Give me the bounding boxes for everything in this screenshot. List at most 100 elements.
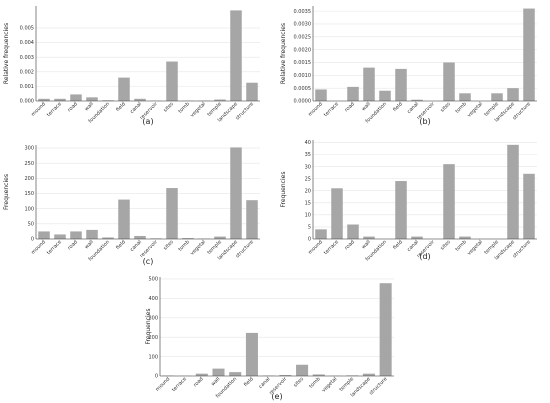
x-tick-label: canal	[129, 101, 143, 115]
y-tick-label: 300	[24, 146, 34, 152]
bar-wall	[86, 229, 98, 239]
y-tick-label: 300	[148, 315, 158, 321]
bar-mound	[38, 98, 50, 101]
bar-structure	[246, 200, 258, 239]
y-tick-label: 0.0010	[294, 73, 312, 79]
y-axis-label: Frequencies	[3, 174, 10, 210]
y-tick-label: 0.0005	[294, 86, 312, 92]
y-tick-label: 0.0000	[294, 99, 312, 105]
x-tick-label: terrace	[323, 101, 340, 118]
y-tick-label: 10	[305, 213, 311, 219]
x-tick-label: field	[392, 239, 404, 251]
bar-reservoir	[150, 238, 162, 239]
y-tick-label: 500	[148, 277, 158, 283]
x-tick-label: structure	[368, 376, 388, 396]
y-tick-label: 35	[305, 152, 311, 158]
chart-panel-b: 0.0000 0.0005 0.0010 0.0015 0.0020 0.0025 0.00…	[280, 6, 537, 126]
y-tick-label: 0.001	[20, 84, 34, 90]
x-tick-label: canal	[406, 239, 420, 253]
bar-temple	[491, 93, 503, 101]
bar-landscape	[230, 147, 242, 239]
x-tick-label: terrace	[323, 239, 340, 256]
bar-structure	[246, 82, 258, 101]
x-tick-label: canal	[406, 101, 420, 115]
x-tick-label: canal	[258, 376, 272, 390]
y-tick-label: 100	[24, 206, 34, 212]
bar-reservoir	[279, 375, 292, 376]
bar-road	[70, 94, 82, 101]
bar-sites	[443, 164, 455, 239]
bar-terrace	[54, 234, 66, 239]
x-tick-label: field	[243, 376, 255, 388]
y-tick-label: 0.0035	[294, 9, 312, 15]
y-axis-label: Relative frequencies	[280, 23, 287, 84]
x-tick-label: terrace	[171, 376, 188, 393]
bar-landscape	[362, 373, 375, 376]
panel-label: (d)	[419, 252, 430, 261]
y-tick-label: 0	[155, 374, 158, 380]
bar-foundation	[102, 237, 114, 239]
x-tick-label: tomb	[177, 101, 190, 114]
y-tick-label: 0.0020	[294, 47, 312, 53]
y-axis-label: Frequencies	[145, 309, 152, 345]
x-tick-label: vegetal	[189, 101, 206, 118]
bar-field	[118, 77, 130, 101]
bar-field	[245, 332, 258, 376]
x-tick-label: vegetal	[466, 101, 483, 118]
bar-landscape	[507, 144, 519, 239]
bar-canal	[134, 98, 146, 101]
x-tick-label: road	[344, 101, 356, 113]
bar-temple	[214, 99, 226, 101]
y-tick-label: 200	[148, 335, 158, 341]
x-tick-label: vegetal	[466, 239, 483, 256]
panel-label: (a)	[142, 117, 153, 126]
y-tick-label: 0	[31, 237, 34, 243]
bar-structure	[379, 283, 392, 376]
y-tick-label: 0.0030	[294, 22, 312, 28]
bar-tomb	[459, 236, 471, 239]
bar-foundation	[102, 100, 114, 101]
bar-foundation	[379, 90, 391, 101]
x-tick-label: tomb	[454, 239, 467, 252]
x-tick-label: road	[193, 376, 205, 388]
y-tick-label: 150	[24, 191, 34, 197]
bar-structure	[523, 8, 535, 102]
bar-canal	[411, 236, 423, 239]
x-tick-label: sites	[293, 376, 306, 389]
y-tick-label: 100	[148, 354, 158, 360]
x-tick-label: wall	[210, 376, 221, 387]
bar-road	[347, 86, 359, 101]
bar-road	[70, 231, 82, 239]
bar-sites	[166, 61, 178, 101]
y-tick-label: 0.005	[20, 26, 34, 32]
x-tick-label: field	[115, 239, 127, 251]
x-tick-label: sites	[162, 101, 175, 114]
x-tick-label: wall	[84, 101, 95, 112]
bar-tomb	[312, 374, 325, 376]
y-axis-label: Frequencies	[280, 172, 287, 208]
panel-label: (b)	[419, 117, 430, 126]
x-tick-label: sites	[439, 101, 452, 114]
x-tick-label: canal	[129, 239, 143, 253]
x-tick-label: wall	[84, 239, 95, 250]
bar-field	[118, 199, 130, 239]
y-tick-label: 0.003	[20, 55, 34, 61]
y-tick-label: 250	[24, 161, 34, 167]
x-tick-label: vegetal	[321, 376, 338, 393]
bar-terrace	[331, 188, 343, 239]
x-tick-label: sites	[439, 239, 452, 252]
y-tick-label: 40	[305, 140, 311, 146]
x-tick-label: road	[67, 239, 79, 251]
bar-temple	[214, 236, 226, 239]
bar-terrace	[54, 98, 66, 101]
bar-field	[395, 181, 407, 239]
bar-landscape	[507, 88, 519, 101]
bar-landscape	[230, 10, 242, 102]
bar-mound	[315, 89, 327, 101]
x-tick-label: road	[67, 101, 79, 113]
y-tick-label: 50	[28, 222, 34, 228]
bar-canal	[411, 99, 423, 101]
